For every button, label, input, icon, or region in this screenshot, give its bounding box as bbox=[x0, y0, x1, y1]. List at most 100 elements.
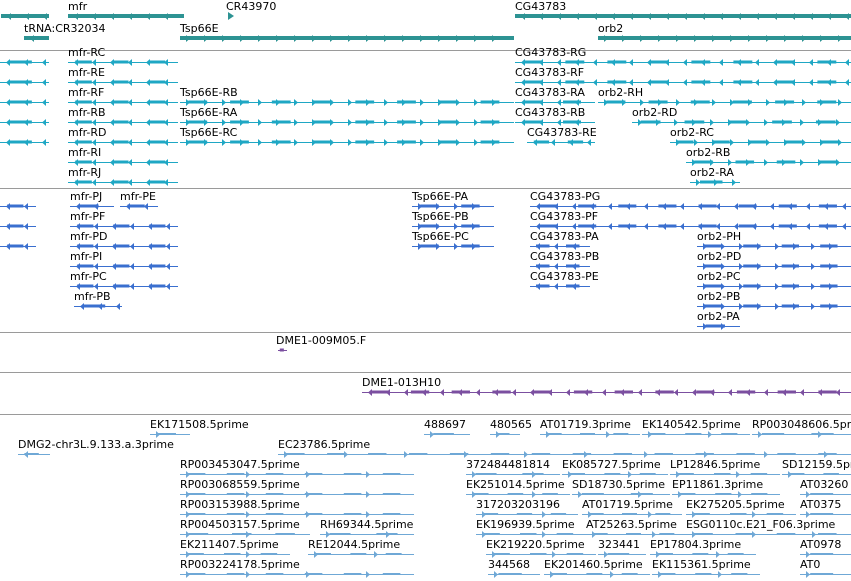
feature-orb2-ra[interactable]: orb2-RA bbox=[690, 166, 740, 186]
feature-orb2-pc[interactable]: orb2-PC bbox=[697, 270, 851, 290]
feature-re12044-5prime[interactable]: RE12044.5prime bbox=[308, 538, 414, 558]
feature-488697[interactable]: 488697 bbox=[424, 418, 470, 438]
feature-ek115361-5prime[interactable]: EK115361.5prime bbox=[652, 558, 760, 578]
feature-mfr-ri[interactable]: mfr-RI bbox=[68, 146, 178, 166]
feature-mfr-pc[interactable]: mfr-PC bbox=[70, 270, 178, 290]
feature-dmg2-chr3l-9-133-a-3prime[interactable]: DMG2-chr3L.9.133.a.3prime bbox=[18, 438, 174, 458]
feature-mfr-rd[interactable]: mfr-RD bbox=[0, 126, 178, 146]
strand-arrow-icon bbox=[128, 79, 132, 86]
feature-at01719-5prime[interactable]: AT01719.5prime bbox=[582, 498, 682, 518]
feature-orb2-rc[interactable]: orb2-RC bbox=[670, 126, 851, 146]
feature-block bbox=[68, 14, 184, 18]
feature-mfr-pf[interactable]: mfr-PF bbox=[0, 210, 178, 230]
feature-cg43783-pg[interactable]: CG43783-PG bbox=[530, 190, 851, 210]
feature-orb2-pd[interactable]: orb2-PD bbox=[697, 250, 851, 270]
feature-ec23786-5prime[interactable]: EC23786.5prime bbox=[278, 438, 851, 458]
feature-at01719-3prime[interactable]: AT01719.3prime bbox=[540, 418, 640, 438]
feature-cg43783-pa[interactable]: CG43783-PA bbox=[530, 230, 599, 250]
exon-block bbox=[698, 204, 717, 208]
feature-lp12846-5prime[interactable]: LP12846.5prime bbox=[670, 458, 780, 478]
feature-tsp66e-pa[interactable]: Tsp66E-PA bbox=[411, 190, 494, 210]
feature-480565[interactable]: 480565 bbox=[490, 418, 532, 438]
feature-sd18730-5prime[interactable]: SD18730.5prime bbox=[572, 478, 670, 498]
feature-esg0110c-e21-f06-3prime[interactable]: ESG0110c.E21_F06.3prime bbox=[686, 518, 851, 538]
feature-at03260[interactable]: AT03260 bbox=[800, 478, 851, 498]
feature-rp003224178-5prime[interactable]: RP003224178.5prime bbox=[180, 558, 414, 578]
feature-at0[interactable]: AT0 bbox=[800, 558, 851, 578]
feature-ek201460-5prime[interactable]: EK201460.5prime bbox=[544, 558, 650, 578]
feature-tsp66e-ra[interactable]: Tsp66E-RA bbox=[179, 106, 514, 126]
feature-dme1-009m05-f[interactable]: DME1-009M05.F bbox=[276, 334, 366, 352]
feature-ek171508-5prime[interactable]: EK171508.5prime bbox=[150, 418, 249, 438]
strand-arrow-icon bbox=[676, 99, 680, 106]
feature-mfr-pd[interactable]: mfr-PD bbox=[0, 230, 178, 250]
feature-tsp66e-pb[interactable]: Tsp66E-PB bbox=[411, 210, 494, 230]
feature-mfr[interactable]: mfr bbox=[1, 0, 184, 20]
strand-arrow-icon bbox=[76, 283, 80, 290]
feature-mfr-re[interactable]: mfr-RE bbox=[0, 66, 178, 86]
feature-orb2-pb[interactable]: orb2-PB bbox=[697, 290, 851, 310]
feature-cg43783-rg[interactable]: CG43783-RG bbox=[515, 46, 851, 66]
feature-ek251014-5prime[interactable]: EK251014.5prime bbox=[466, 478, 570, 498]
feature-323441[interactable]: 323441 bbox=[598, 538, 646, 558]
feature-tsp66e-pc[interactable]: Tsp66E-PC bbox=[411, 230, 494, 250]
feature-tsp66e[interactable]: Tsp66E bbox=[179, 22, 514, 42]
feature-orb2-rb[interactable]: orb2-RB bbox=[686, 146, 851, 166]
feature-tsp66e-rb[interactable]: Tsp66E-RB bbox=[179, 86, 514, 106]
feature-ek085727-5prime[interactable]: EK085727.5prime bbox=[562, 458, 668, 478]
feature-tsp66e-rc[interactable]: Tsp66E-RC bbox=[179, 126, 514, 146]
feature-cg43783-pb[interactable]: CG43783-PB bbox=[530, 250, 599, 270]
feature-ep17804-3prime[interactable]: EP17804.3prime bbox=[650, 538, 756, 558]
feature-orb2-pa[interactable]: orb2-PA bbox=[697, 310, 740, 330]
feature-rp003153988-5prime[interactable]: RP003153988.5prime bbox=[180, 498, 414, 518]
feature-cg43783-rb[interactable]: CG43783-RB bbox=[515, 106, 595, 126]
feature-rh69344-5prime[interactable]: RH69344.5prime bbox=[320, 518, 414, 538]
track-clones: DME1-009M05.F DME1-013H10 bbox=[276, 334, 851, 396]
feature-sd12159-5prime[interactable]: SD12159.5prime bbox=[782, 458, 851, 478]
feature-rp004503157-5prime[interactable]: RP004503157.5prime bbox=[180, 518, 310, 538]
feature-mfr-pe[interactable]: mfr-PE bbox=[120, 190, 158, 210]
feature-orb2-rd[interactable]: orb2-RD bbox=[632, 106, 851, 126]
feature-cg43783-rf[interactable]: CG43783-RF bbox=[515, 66, 851, 86]
feature-orb2-ph[interactable]: orb2-PH bbox=[697, 230, 851, 250]
feature-mfr-pi[interactable]: mfr-PI bbox=[70, 250, 178, 270]
strand-arrow-icon bbox=[755, 79, 759, 86]
feature-cr43970[interactable]: CR43970 bbox=[226, 0, 276, 20]
feature-rp003068559-5prime[interactable]: RP003068559.5prime bbox=[180, 478, 414, 498]
feature-orb2-rh[interactable]: orb2-RH bbox=[598, 86, 851, 106]
feature-cg43783-pf[interactable]: CG43783-PF bbox=[530, 210, 851, 230]
feature-cg43783[interactable]: CG43783 bbox=[515, 0, 851, 20]
feature-cg43783-ra[interactable]: CG43783-RA bbox=[515, 86, 595, 106]
feature-dme1-013h10[interactable]: DME1-013H10 bbox=[362, 376, 851, 396]
strand-arrow-icon bbox=[482, 511, 486, 518]
feature-ek196939-5prime[interactable]: EK196939.5prime bbox=[476, 518, 586, 538]
feature-cg43783-re[interactable]: CG43783-RE bbox=[527, 126, 597, 146]
feature-ek211407-5prime[interactable]: EK211407.5prime bbox=[180, 538, 290, 558]
exon-block bbox=[750, 473, 768, 475]
feature-ek140542-5prime[interactable]: EK140542.5prime bbox=[642, 418, 750, 438]
strand-arrow-icon bbox=[456, 99, 460, 106]
feature-at0375[interactable]: AT0375 bbox=[800, 498, 851, 518]
feature-344568[interactable]: 344568 bbox=[488, 558, 540, 578]
feature-ek275205-5prime[interactable]: EK275205.5prime bbox=[686, 498, 796, 518]
strand-arrow-icon bbox=[572, 223, 576, 230]
feature-at25263-5prime[interactable]: AT25263.5prime bbox=[586, 518, 686, 538]
feature-372484481814[interactable]: 372484481814 bbox=[466, 458, 560, 478]
strand-arrow-icon bbox=[438, 119, 442, 126]
feature-mfr-rj[interactable]: mfr-RJ bbox=[68, 166, 178, 186]
feature-mfr-rf[interactable]: mfr-RF bbox=[0, 86, 178, 106]
feature-cg43783-pe[interactable]: CG43783-PE bbox=[530, 270, 599, 290]
feature-label: EK251014.5prime bbox=[466, 478, 565, 491]
feature-ep11861-3prime[interactable]: EP11861.3prime bbox=[672, 478, 780, 498]
feature-mfr-pj[interactable]: mfr-PJ bbox=[0, 190, 114, 210]
feature-mfr-rc[interactable]: mfr-RC bbox=[0, 46, 178, 66]
feature-317203203196[interactable]: 317203203196 bbox=[476, 498, 578, 518]
feature-orb2[interactable]: orb2 bbox=[598, 22, 851, 42]
feature-at0978[interactable]: AT0978 bbox=[800, 538, 851, 558]
feature-trna-cr32034[interactable]: tRNA:CR32034 bbox=[24, 22, 106, 42]
feature-rp003048606-5prime[interactable]: RP003048606.5prime bbox=[752, 418, 851, 438]
feature-ek219220-5prime[interactable]: EK219220.5prime bbox=[486, 538, 596, 558]
feature-mfr-rb[interactable]: mfr-RB bbox=[0, 106, 178, 126]
feature-rp003453047-5prime[interactable]: RP003453047.5prime bbox=[180, 458, 414, 478]
feature-mfr-pb[interactable]: mfr-PB bbox=[74, 290, 122, 310]
